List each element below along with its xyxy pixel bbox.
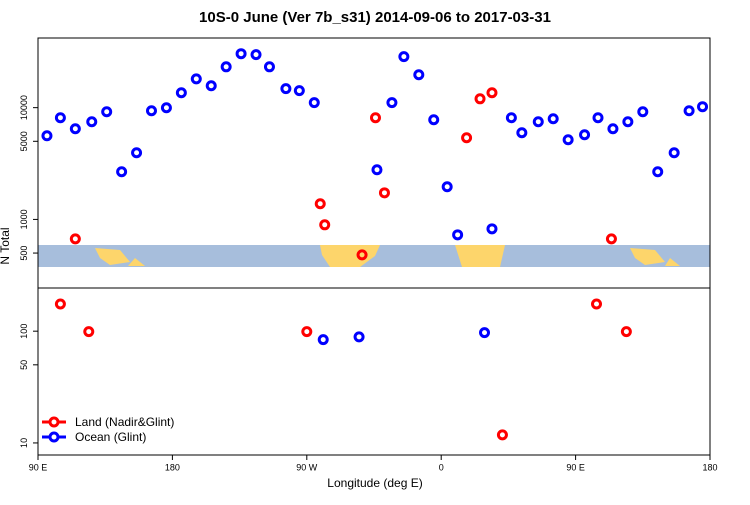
point: [532, 116, 544, 128]
point: [486, 223, 498, 235]
point: [54, 112, 66, 124]
legend-marker: [48, 431, 60, 443]
point: [69, 123, 81, 135]
point: [319, 219, 331, 231]
point: [101, 106, 113, 118]
plot-frame: [37, 37, 711, 456]
point: [496, 429, 508, 441]
point: [591, 298, 603, 310]
point: [263, 61, 275, 73]
point: [486, 87, 498, 99]
point: [353, 331, 365, 343]
point: [175, 87, 187, 99]
point: [190, 73, 202, 85]
point: [607, 123, 619, 135]
point: [54, 298, 66, 310]
point: [605, 233, 617, 245]
point: [69, 233, 81, 245]
point: [579, 129, 591, 141]
point: [220, 61, 232, 73]
point: [369, 112, 381, 124]
x-tick-label: 90 W: [296, 462, 318, 472]
point: [622, 116, 634, 128]
point: [637, 106, 649, 118]
point: [697, 101, 709, 113]
point: [452, 229, 464, 241]
point: [516, 127, 528, 139]
legend-label: Land (Nadir&Glint): [75, 415, 174, 429]
y-axis-label: N Total: [0, 227, 12, 264]
x-tick-label: 0: [439, 462, 444, 472]
point: [683, 105, 695, 117]
point: [562, 134, 574, 146]
map-band: [38, 245, 710, 267]
x-tick-label: 180: [165, 462, 180, 472]
chart-title: 10S-0 June (Ver 7b_s31) 2014-09-06 to 20…: [199, 9, 551, 26]
point: [461, 132, 473, 144]
x-tick-label: 180: [702, 462, 717, 472]
point: [301, 326, 313, 338]
legend-marker: [48, 416, 60, 428]
x-axis-label: Longitude (deg E): [327, 476, 422, 490]
point: [116, 166, 128, 178]
point: [378, 187, 390, 199]
y-tick-label: 1000: [19, 209, 29, 229]
y-tick-label: 10: [19, 438, 29, 448]
x-tick-label: 90 E: [566, 462, 585, 472]
point: [250, 49, 262, 61]
point: [474, 93, 486, 105]
point: [86, 116, 98, 128]
point: [160, 102, 172, 114]
point: [428, 114, 440, 126]
legend-label: Ocean (Glint): [75, 430, 146, 444]
point: [145, 105, 157, 117]
point: [668, 147, 680, 159]
point: [371, 164, 383, 176]
point: [652, 166, 664, 178]
point: [547, 113, 559, 125]
point: [505, 112, 517, 124]
point: [235, 48, 247, 60]
y-tick-label: 5000: [19, 131, 29, 151]
point: [592, 112, 604, 124]
point: [131, 147, 143, 159]
point: [280, 83, 292, 95]
point: [356, 249, 368, 261]
point: [386, 97, 398, 109]
point: [41, 130, 53, 142]
y-tick-label: 500: [19, 246, 29, 261]
y-tick-label: 50: [19, 360, 29, 370]
point: [308, 97, 320, 109]
point: [398, 51, 410, 63]
point: [441, 181, 453, 193]
y-tick-label: 10000: [19, 95, 29, 120]
point: [293, 85, 305, 97]
point: [83, 326, 95, 338]
y-tick-label: 100: [19, 324, 29, 339]
point: [620, 326, 632, 338]
point: [413, 69, 425, 81]
x-tick-label: 90 E: [29, 462, 48, 472]
point: [317, 334, 329, 346]
point: [479, 327, 491, 339]
point: [205, 80, 217, 92]
point: [314, 198, 326, 210]
